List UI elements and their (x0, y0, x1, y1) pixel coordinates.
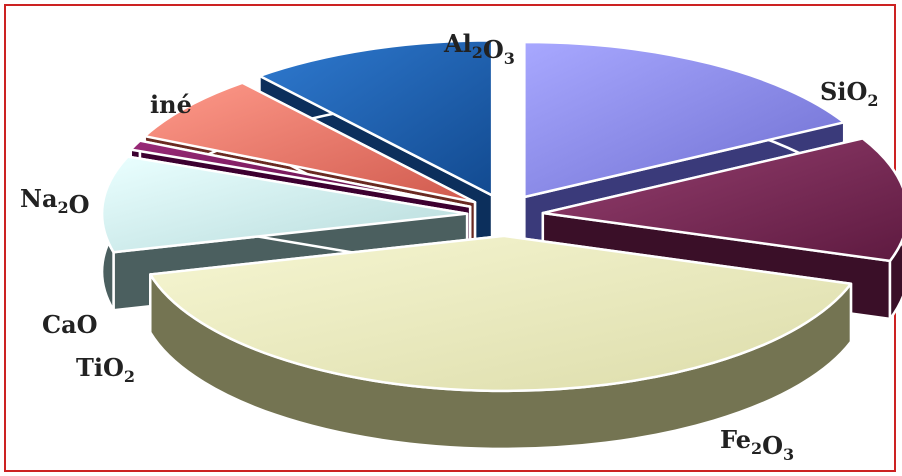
slice-fe2o3 (149, 234, 853, 451)
slice-label-sio2: SiO2 (820, 77, 879, 110)
slice-top (143, 81, 477, 204)
slice-top (258, 39, 494, 197)
slice-top (100, 155, 469, 254)
slice-label-fe2o3: Fe2O3 (720, 425, 794, 464)
slice-label-cao: CaO (42, 310, 98, 339)
slice-label-na2o: Na2O (20, 184, 90, 219)
slice-top (129, 139, 472, 208)
slice-label-al2o3: Al2O3 (443, 29, 515, 68)
slice-top (149, 234, 853, 393)
slice-label-iné: iné (150, 90, 192, 119)
pie-labels: Al2O3 SiO2 Fe2O3 TiO2 CaO Na2O iné (20, 29, 879, 464)
slice-top (541, 137, 902, 263)
slice-top (523, 40, 846, 199)
pie-slices (100, 39, 902, 451)
slice-label-tio2: TiO2 (76, 353, 135, 386)
